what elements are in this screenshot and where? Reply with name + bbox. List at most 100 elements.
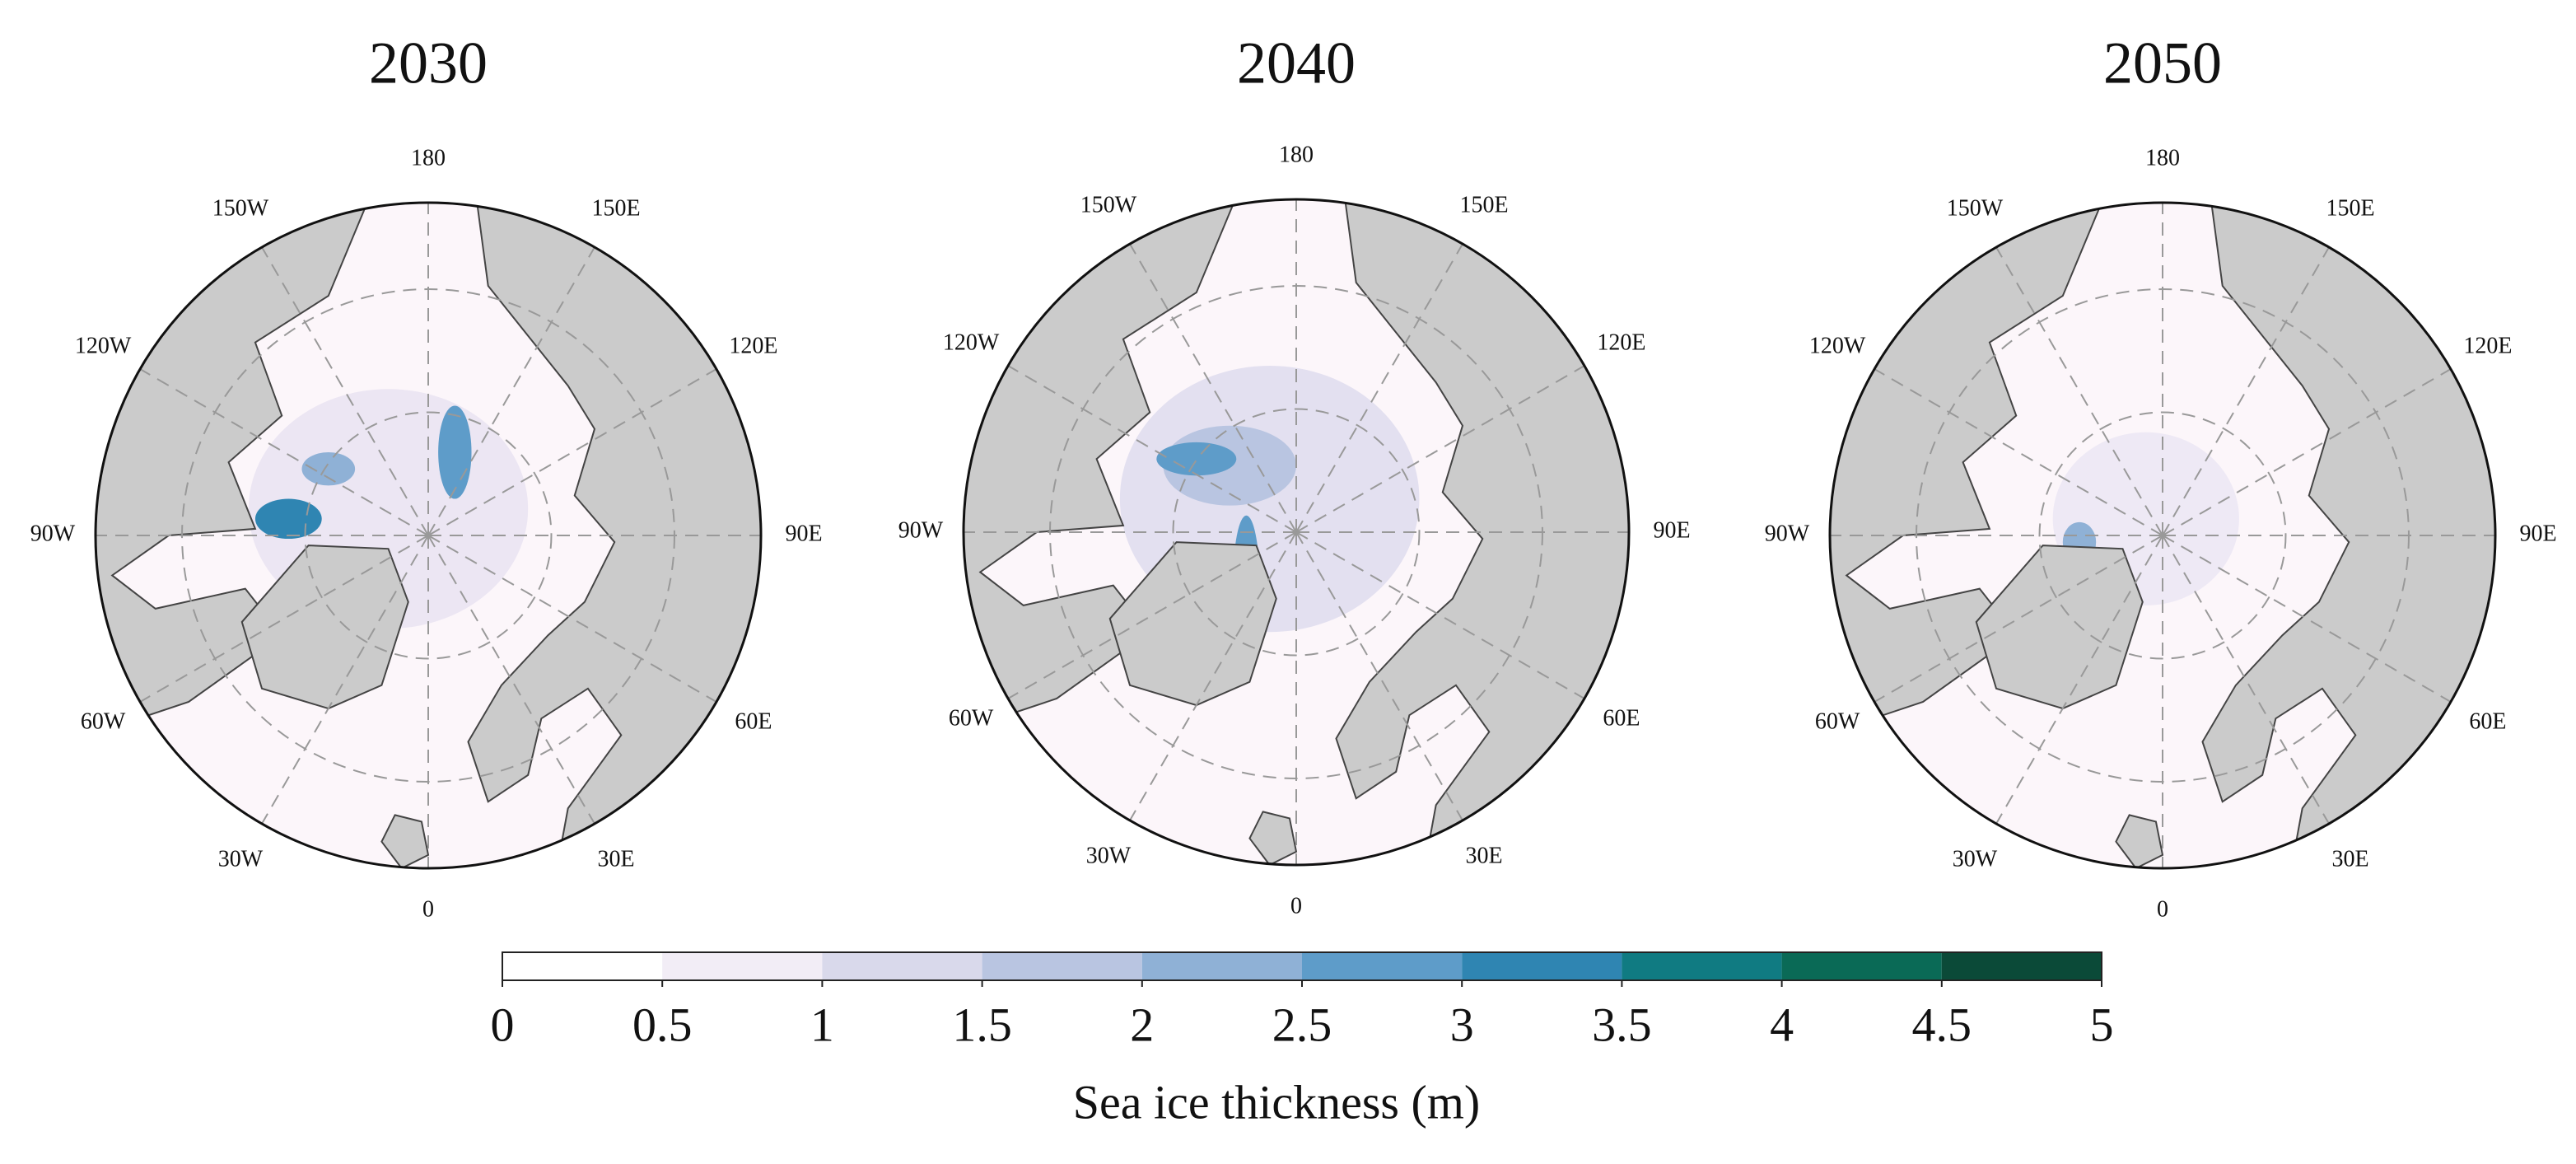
colorbar-segment [1622, 952, 1782, 980]
longitude-label: 0 [422, 896, 434, 922]
longitude-label: 120W [75, 333, 132, 358]
longitude-label: 150W [212, 196, 269, 222]
longitude-label: 90W [30, 521, 76, 546]
panel-title: 2040 [1237, 30, 1356, 96]
colorbar-tick-label: 0 [491, 998, 515, 1051]
longitude-label: 180 [2145, 145, 2180, 171]
longitude-label: 120E [729, 333, 777, 358]
longitude-label: 180 [1279, 142, 1314, 167]
latitude-line [304, 411, 553, 660]
meridian-line [1295, 531, 1463, 821]
longitude-label: 90E [2519, 521, 2556, 546]
colorbar-tick-label: 5 [2090, 998, 2114, 1051]
land [1975, 545, 2144, 710]
meridian-line [427, 246, 595, 536]
colorbar-tick-label: 4.5 [1912, 998, 1972, 1051]
meridian-line [2162, 535, 2330, 825]
longitude-label: 120E [2463, 333, 2512, 358]
meridian-line [1995, 246, 2163, 536]
meridian-line [427, 535, 717, 703]
longitude-label: 90W [1765, 521, 1810, 546]
longitude-label: 30W [218, 846, 264, 872]
ice-area [254, 498, 322, 540]
land [2115, 814, 2164, 868]
meridian-line [261, 246, 429, 536]
meridian-line [261, 535, 429, 825]
longitude-label: 120W [1809, 333, 1866, 358]
map-border [962, 198, 1631, 867]
map-body [964, 199, 1629, 865]
colorbar-label: Sea ice thickness (m) [1073, 1075, 1480, 1129]
meridian-line [1129, 243, 1297, 533]
longitude-label: 60E [735, 708, 772, 734]
meridian-line [1007, 531, 1297, 699]
ice-area [438, 405, 472, 499]
meridian-line [2162, 535, 2452, 703]
meridian-line [139, 368, 429, 536]
meridian-line [427, 368, 717, 536]
meridian-line [1874, 368, 2163, 536]
meridian-line [427, 535, 595, 825]
longitude-label: 150W [1947, 196, 2004, 222]
longitude-label: 150E [2326, 196, 2374, 222]
longitude-label: 30W [1086, 843, 1132, 868]
land [1830, 203, 2131, 743]
land [964, 199, 1265, 740]
longitude-label: 60W [81, 708, 126, 734]
land [380, 814, 430, 868]
colorbar-segment [662, 952, 823, 980]
colorbar-segment [1462, 952, 1622, 980]
ice-area [1156, 442, 1237, 476]
colorbar-segment [1141, 952, 1302, 980]
map-panel: 2030 180 150E 120E 90E 60E 30E 0 30W 60W 90W 120W 15… [30, 30, 823, 923]
map-body [1830, 203, 2495, 868]
map-panel: 2040 180 150E 120E 90E 60E 30E 0 30W 60W 90W 120W 15… [898, 30, 1691, 919]
longitude-label: 90W [898, 517, 944, 543]
meridian-line [1295, 243, 1463, 533]
colorbar-tick-label: 4 [1770, 998, 1794, 1051]
colorbar-tick-label: 3.5 [1592, 998, 1652, 1051]
longitude-label: 30W [1953, 846, 1998, 872]
longitude-label: 180 [411, 145, 446, 171]
meridian-line [1129, 531, 1297, 821]
longitude-label: 150W [1080, 193, 1137, 218]
meridian-line [2162, 368, 2452, 536]
meridian-line [1007, 365, 1297, 533]
land [1248, 811, 1298, 865]
meridian-line [1995, 535, 2163, 825]
longitude-label: 30E [1465, 843, 1502, 868]
colorbar: 0 0.5 1 1.5 2 2.5 3 3.5 4 4.5 5 [491, 951, 2114, 1051]
longitude-label: 150E [1459, 193, 1508, 218]
map-panel: 2050 180 150E 120E 90E 60E 30E 0 30W 60W 90W 120W 15… [1765, 30, 2557, 923]
longitude-label: 90E [785, 521, 822, 546]
meridian-line [1295, 365, 1585, 533]
colorbar-segment [822, 952, 982, 980]
longitude-label: 60W [949, 705, 994, 731]
longitude-label: 0 [2157, 896, 2168, 922]
meridian-line [1295, 531, 1585, 699]
map-border [94, 201, 763, 870]
longitude-label: 90E [1653, 517, 1690, 543]
longitude-label: 60E [1603, 705, 1640, 731]
map-border [1828, 201, 2497, 870]
longitude-label: 60E [2469, 708, 2506, 734]
meridian-line [1874, 535, 2163, 703]
colorbar-tick-label: 2 [1130, 998, 1154, 1051]
longitude-label: 0 [1290, 893, 1302, 919]
longitude-label: 120E [1597, 330, 1645, 355]
panel-title: 2050 [2103, 30, 2222, 96]
colorbar-tick-label: 1 [810, 998, 834, 1051]
colorbar-segment [1781, 952, 1942, 980]
panel-title: 2030 [369, 30, 488, 96]
longitude-label: 120W [943, 330, 1000, 355]
colorbar-tick-label: 2.5 [1272, 998, 1332, 1051]
colorbar-segment [1941, 952, 2102, 980]
colorbar-tick-label: 0.5 [632, 998, 693, 1051]
meridian-line [139, 535, 429, 703]
colorbar-segment [1302, 952, 1463, 980]
colorbar-segment [502, 952, 663, 980]
land [1108, 541, 1277, 707]
colorbar-tick-label: 3 [1450, 998, 1474, 1051]
ice-area [301, 452, 356, 486]
